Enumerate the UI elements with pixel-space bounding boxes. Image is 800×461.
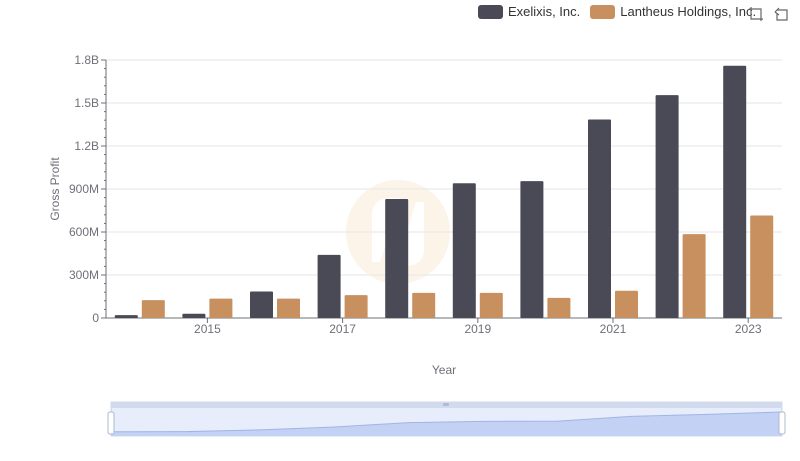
- zoom-preview-line: [110, 411, 783, 433]
- x-tick-label: 2019: [464, 322, 491, 336]
- zoom-preview-area: [111, 412, 782, 436]
- bar-lantheus-holdings-inc-2016[interactable]: [277, 298, 300, 318]
- bar-exelixis-inc-2019[interactable]: [452, 183, 476, 318]
- bar-lantheus-holdings-inc-2014[interactable]: [141, 300, 165, 318]
- bar-lantheus-holdings-inc-2017[interactable]: [344, 295, 368, 318]
- bar-exelixis-inc-2015[interactable]: [182, 313, 206, 318]
- y-tick-label: 300M: [69, 268, 99, 282]
- bar-exelixis-inc-2014[interactable]: [114, 315, 138, 318]
- zoom-handle-left[interactable]: [107, 411, 115, 435]
- legend: Exelixis, Inc. Lantheus Holdings, Inc.: [478, 4, 766, 19]
- legend-swatch-lantheus: [590, 4, 616, 19]
- x-tick-label: 2023: [735, 322, 762, 336]
- bar-exelixis-inc-2022[interactable]: [655, 95, 679, 318]
- zoom-select-icon[interactable]: [748, 6, 764, 22]
- legend-label-lantheus: Lantheus Holdings, Inc.: [620, 4, 757, 19]
- x-tick-label: 2017: [329, 322, 356, 336]
- y-tick-label: 1.5B: [74, 96, 99, 110]
- bar-exelixis-inc-2021[interactable]: [588, 119, 611, 318]
- bar-lantheus-holdings-inc-2018[interactable]: [412, 292, 436, 318]
- bar-lantheus-holdings-inc-2023[interactable]: [750, 215, 774, 318]
- bar-lantheus-holdings-inc-2021[interactable]: [615, 290, 638, 318]
- bar-exelixis-inc-2016[interactable]: [250, 291, 273, 318]
- bar-lantheus-holdings-inc-2020[interactable]: [547, 297, 571, 318]
- bar-exelixis-inc-2017[interactable]: [317, 254, 341, 318]
- y-tick-label: 900M: [69, 182, 99, 196]
- x-axis-title: Year: [432, 363, 456, 377]
- bar-lantheus-holdings-inc-2015[interactable]: [209, 298, 233, 318]
- y-axis-title: Gross Profit: [48, 157, 62, 221]
- y-tick-label: 1.8B: [74, 53, 99, 67]
- y-tick-label: 1.2B: [74, 139, 99, 153]
- x-tick-label: 2015: [194, 322, 221, 336]
- legend-item-exelixis[interactable]: Exelixis, Inc.: [478, 4, 580, 19]
- legend-item-lantheus[interactable]: Lantheus Holdings, Inc.: [590, 4, 756, 19]
- restore-icon[interactable]: [774, 6, 790, 22]
- bar-lantheus-holdings-inc-2019[interactable]: [479, 292, 503, 318]
- legend-label-exelixis: Exelixis, Inc.: [508, 4, 581, 19]
- zoom-handle-right[interactable]: [778, 411, 786, 435]
- zoom-move-grip: [443, 403, 449, 406]
- legend-swatch-exelixis: [478, 4, 503, 19]
- bar-exelixis-inc-2018[interactable]: [385, 199, 409, 318]
- x-tick-label: 2021: [600, 322, 627, 336]
- y-tick-label: 600M: [69, 225, 99, 239]
- bar-lantheus-holdings-inc-2022[interactable]: [682, 234, 706, 318]
- bar-exelixis-inc-2020[interactable]: [520, 181, 544, 318]
- y-tick-label: 0: [92, 311, 99, 325]
- bar-exelixis-inc-2023[interactable]: [723, 65, 747, 318]
